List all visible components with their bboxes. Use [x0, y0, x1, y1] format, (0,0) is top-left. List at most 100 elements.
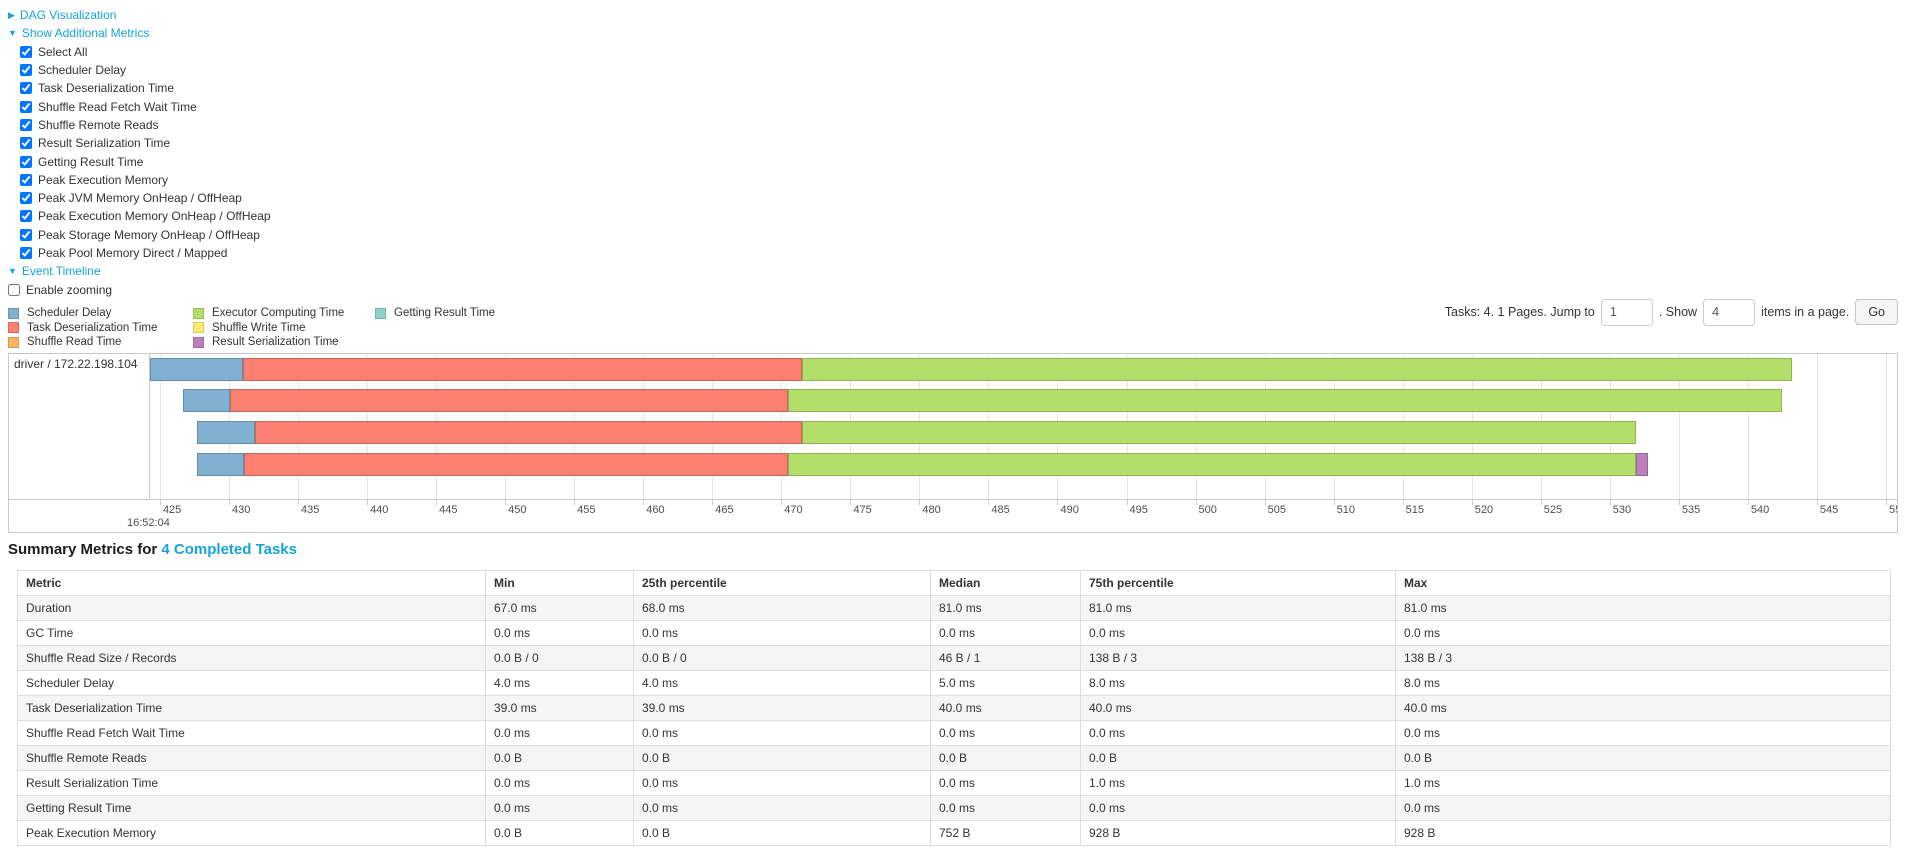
tick-mark [1057, 500, 1059, 505]
metric-value-cell: 4.0 ms [633, 670, 931, 696]
metric-checkbox-text: Peak Pool Memory Direct / Mapped [38, 246, 228, 260]
metric-checkbox-text: Shuffle Remote Reads [38, 117, 159, 132]
event-timeline-label: Event Timeline [21, 264, 101, 279]
metric-name-cell: Peak Execution Memory [17, 820, 486, 846]
scheduler-delay-bar-segment[interactable] [183, 389, 231, 412]
metric-value-cell: 68.0 ms [633, 595, 931, 621]
metric-value-cell: 0.0 B [485, 820, 634, 846]
metric-value-cell: 0.0 ms [485, 770, 634, 796]
timeline-legend: Scheduler Delay Task Deserialization Time… [8, 306, 495, 350]
legend-label: Task Deserialization Time [27, 321, 158, 334]
task-deserialization-bar-segment[interactable] [242, 358, 802, 381]
metric-value-cell: 0.0 ms [1395, 795, 1891, 821]
scheduler-delay-bar-segment[interactable] [150, 358, 243, 381]
metric-checkbox[interactable] [20, 118, 32, 131]
enable-zooming-checkbox[interactable] [8, 283, 20, 296]
metric-value-cell: 0.0 ms [485, 795, 634, 821]
event-timeline-toggle[interactable]: ▼ Event Timeline [8, 264, 101, 278]
column-header: 25th percentile [633, 570, 931, 596]
metric-value-cell: 39.0 ms [633, 695, 931, 721]
tick-mark [159, 500, 161, 505]
metric-checkbox[interactable] [20, 100, 32, 113]
tick-label: 440 [370, 504, 389, 516]
column-header: Min [485, 570, 634, 596]
column-header: Metric [17, 570, 486, 596]
metric-value-cell: 46 B / 1 [930, 645, 1081, 671]
metric-value-cell: 0.0 ms [485, 620, 634, 646]
executor-computing-bar-segment[interactable] [788, 389, 1783, 412]
metric-checkbox[interactable] [20, 192, 32, 205]
tick-mark [298, 500, 300, 505]
executor-computing-bar-segment[interactable] [802, 421, 1637, 444]
tick-label: 465 [715, 504, 734, 516]
show-additional-metrics-toggle[interactable]: ▼ Show Additional Metrics [8, 26, 149, 40]
page-size-input[interactable] [1703, 298, 1756, 326]
tick-mark [505, 500, 507, 505]
executor-computing-bar-segment[interactable] [788, 453, 1637, 476]
show-additional-metrics-label: Show Additional Metrics [21, 26, 150, 41]
gridline [159, 354, 161, 499]
metric-checkbox-label: Peak Execution Memory [20, 173, 168, 187]
metric-checkbox[interactable] [20, 210, 32, 223]
tick-label: 525 [1543, 504, 1563, 516]
tick-label: 450 [508, 504, 527, 516]
tick-mark [436, 500, 438, 505]
gridline [1747, 354, 1749, 499]
metric-name-cell: GC Time [17, 620, 486, 646]
metric-value-cell: 0.0 ms [1080, 620, 1396, 646]
metric-checkbox[interactable] [20, 247, 32, 259]
summary-metrics-table: Metric Min 25th percentile Median 75th perce… [17, 570, 1891, 846]
tick-label: 485 [991, 504, 1010, 516]
metric-checkbox-label: Peak JVM Memory OnHeap / OffHeap [20, 191, 242, 205]
scheduler-delay-bar-segment[interactable] [197, 453, 245, 476]
metric-checkbox[interactable] [20, 137, 32, 150]
metric-checkbox[interactable] [20, 82, 32, 95]
metric-value-cell: 0.0 ms [1080, 720, 1396, 746]
result-serialization-bar-segment[interactable] [1636, 453, 1649, 476]
metric-checkbox-text: Scheduler Delay [38, 63, 127, 78]
getting-result-swatch-icon [375, 307, 386, 319]
task-pagination: Tasks: 4. 1 Pages. Jump to . Show items … [1445, 296, 1898, 328]
metric-checkbox[interactable] [20, 173, 32, 186]
summary-metrics-heading: Summary Metrics for 4 Completed Tasks [8, 541, 1891, 558]
tick-mark [228, 500, 230, 505]
metric-checkbox-text: Peak Storage Memory OnHeap / OffHeap [38, 227, 260, 242]
metric-value-cell: 0.0 ms [633, 795, 931, 821]
dag-visualization-toggle[interactable]: ▶ DAG Visualization [8, 8, 116, 22]
metric-checkbox[interactable] [20, 228, 32, 241]
metric-value-cell: 1.0 ms [1395, 770, 1891, 796]
metric-checkbox[interactable] [20, 45, 32, 58]
task-deserialization-swatch-icon [8, 322, 19, 334]
go-button[interactable]: Go [1855, 299, 1898, 325]
legend-label: Getting Result Time [394, 307, 495, 320]
tick-label: 500 [1198, 504, 1217, 516]
metric-value-cell: 40.0 ms [1080, 695, 1396, 721]
pagination-show-text: . Show [1658, 305, 1698, 319]
pagination-tasks-text: Tasks: 4. 1 Pages. Jump to [1444, 305, 1595, 319]
executor-computing-bar-segment[interactable] [802, 358, 1793, 381]
metric-checkbox[interactable] [20, 64, 32, 77]
tick-mark [574, 500, 576, 505]
tick-mark [643, 500, 645, 505]
metric-value-cell: 0.0 ms [930, 720, 1081, 746]
completed-tasks-link[interactable]: 4 Completed Tasks [161, 541, 297, 558]
tick-mark [1195, 500, 1197, 505]
metric-value-cell: 1.0 ms [1080, 770, 1396, 796]
jump-to-page-input[interactable] [1600, 298, 1653, 326]
metric-checkbox[interactable] [20, 155, 32, 168]
scheduler-delay-bar-segment[interactable] [197, 421, 256, 444]
metric-value-cell: 928 B [1080, 820, 1396, 846]
metric-value-cell: 138 B / 3 [1395, 645, 1891, 671]
task-deserialization-bar-segment[interactable] [230, 389, 789, 412]
metric-checkbox-label: Task Deserialization Time [20, 81, 174, 95]
metric-value-cell: 0.0 ms [633, 620, 931, 646]
metric-value-cell: 81.0 ms [1080, 595, 1396, 621]
task-deserialization-bar-segment[interactable] [244, 453, 789, 476]
metric-checkbox-row: Getting Result Time [8, 152, 271, 170]
metric-value-cell: 0.0 B [930, 745, 1081, 771]
metric-checkbox-row: Shuffle Read Fetch Wait Time [8, 97, 271, 115]
metric-checkbox-row: Shuffle Remote Reads [8, 116, 271, 134]
metric-checkbox-text: Shuffle Read Fetch Wait Time [38, 99, 197, 114]
task-deserialization-bar-segment[interactable] [255, 421, 802, 444]
metric-checkbox-row: Task Deserialization Time [8, 79, 271, 97]
